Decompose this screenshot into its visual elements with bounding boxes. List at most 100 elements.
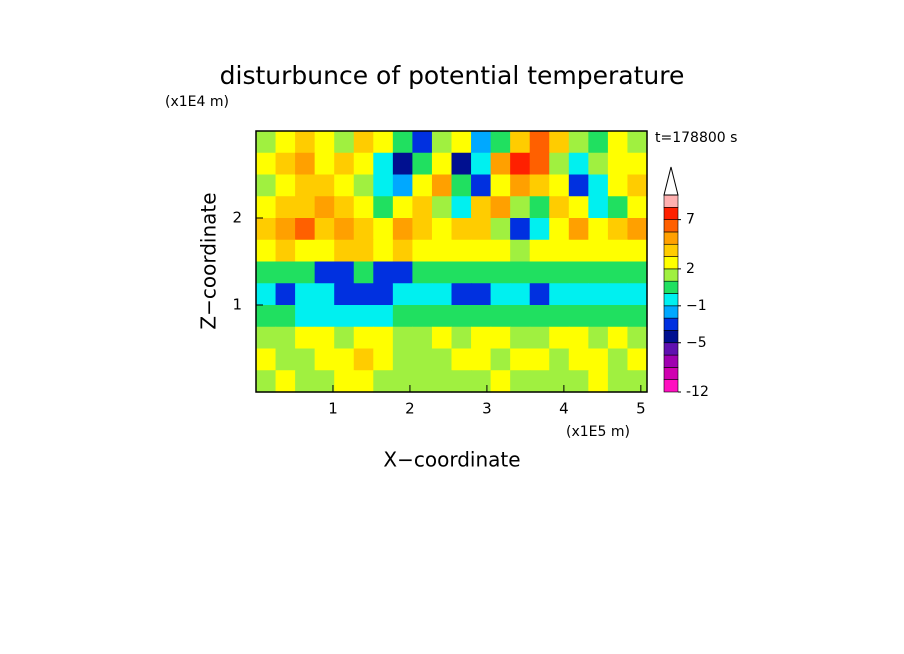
contour-cell: [412, 196, 433, 219]
contour-cell: [256, 239, 277, 263]
contour-cell: [510, 131, 531, 154]
contour-cell: [353, 218, 374, 241]
contour-cell: [412, 348, 433, 371]
contour-cell: [431, 218, 453, 241]
contour-cell: [627, 218, 648, 241]
contour-cell: [275, 239, 296, 263]
contour-cell: [392, 326, 413, 350]
contour-cell: [568, 261, 589, 284]
x-axis-label: X−coordinate: [383, 448, 520, 472]
contour-cell: [568, 283, 589, 306]
contour-cell: [627, 348, 648, 371]
colorbar-segment: [663, 231, 679, 245]
contour-cell: [412, 283, 433, 306]
contour-cell: [314, 305, 335, 328]
contour-cell: [568, 131, 589, 154]
x-tick-label: 2: [405, 400, 415, 418]
contour-cell: [549, 283, 570, 306]
colorbar-segment: [663, 293, 679, 307]
contour-cell: [568, 305, 589, 328]
contour-cell: [490, 174, 511, 197]
contour-cell: [256, 326, 277, 350]
contour-cell: [314, 370, 335, 393]
contour-cell: [431, 348, 453, 371]
contour-cell: [373, 196, 394, 219]
x-tick-label: 3: [482, 400, 492, 418]
contour-cell: [275, 326, 296, 350]
contour-cell: [451, 152, 472, 176]
colorbar-segment: [663, 219, 679, 233]
contour-cell: [314, 239, 335, 263]
contour-cell: [373, 239, 394, 263]
contour-cell: [529, 196, 550, 219]
contour-cell: [490, 196, 511, 219]
contour-cell: [549, 196, 570, 219]
contour-cell: [373, 131, 394, 154]
contour-cell: [353, 131, 374, 154]
contour-cell: [588, 326, 609, 350]
colorbar-label: 2: [686, 261, 695, 277]
contour-cell: [334, 218, 355, 241]
contour-cell: [431, 174, 453, 197]
contour-cell: [412, 239, 433, 263]
contour-cell: [490, 283, 511, 306]
contour-cell: [353, 152, 374, 176]
contour-cell: [490, 370, 511, 393]
contour-cell: [392, 348, 413, 371]
contour-cell: [256, 152, 277, 176]
contour-cell: [373, 326, 394, 350]
contour-cell: [353, 174, 374, 197]
contour-cell: [510, 283, 531, 306]
contour-cell: [431, 131, 453, 154]
contour-cell: [529, 239, 550, 263]
contour-cell: [275, 174, 296, 197]
contour-cell: [607, 239, 629, 263]
colorbar-label: 7: [686, 212, 695, 228]
contour-cell: [607, 348, 629, 371]
contour-cell: [295, 305, 316, 328]
contour-cell: [490, 152, 511, 176]
contour-cell: [451, 305, 472, 328]
colorbar-segment: [663, 342, 679, 356]
contour-cell: [588, 305, 609, 328]
contour-cell: [412, 218, 433, 241]
contour-cell: [314, 283, 335, 306]
contour-cell: [549, 218, 570, 241]
colorbar-arrow: [663, 166, 679, 196]
contour-cell: [295, 370, 316, 393]
contour-cell: [588, 370, 609, 393]
contour-cell: [295, 196, 316, 219]
contour-cell: [607, 261, 629, 284]
contour-cell: [568, 152, 589, 176]
contour-cell: [392, 283, 413, 306]
x-tick-label: 1: [328, 400, 338, 418]
contour-cell: [275, 348, 296, 371]
contour-cell: [510, 152, 531, 176]
contour-cell: [607, 152, 629, 176]
colorbar-segment: [663, 256, 679, 270]
contour-cell: [334, 174, 355, 197]
contour-cell: [510, 305, 531, 328]
y-axis-label: Z−coordinate: [197, 192, 221, 329]
contour-cell: [627, 326, 648, 350]
contour-cell: [490, 326, 511, 350]
contour-cell: [471, 218, 492, 241]
colorbar-segment: [663, 367, 679, 380]
contour-cell: [353, 239, 374, 263]
contour-cell: [510, 261, 531, 284]
contour-cell: [588, 218, 609, 241]
contour-cell: [510, 370, 531, 393]
contour-cell: [471, 305, 492, 328]
contour-cell: [490, 218, 511, 241]
contour-cell: [295, 174, 316, 197]
contour-cell: [314, 326, 335, 350]
contour-cell: [471, 261, 492, 284]
contour-cell: [549, 261, 570, 284]
contour-cell: [627, 283, 648, 306]
contour-cell: [431, 283, 453, 306]
contour-cell: [490, 348, 511, 371]
contour-cell: [568, 218, 589, 241]
colorbar-segment: [663, 268, 679, 282]
contour-cell: [529, 152, 550, 176]
